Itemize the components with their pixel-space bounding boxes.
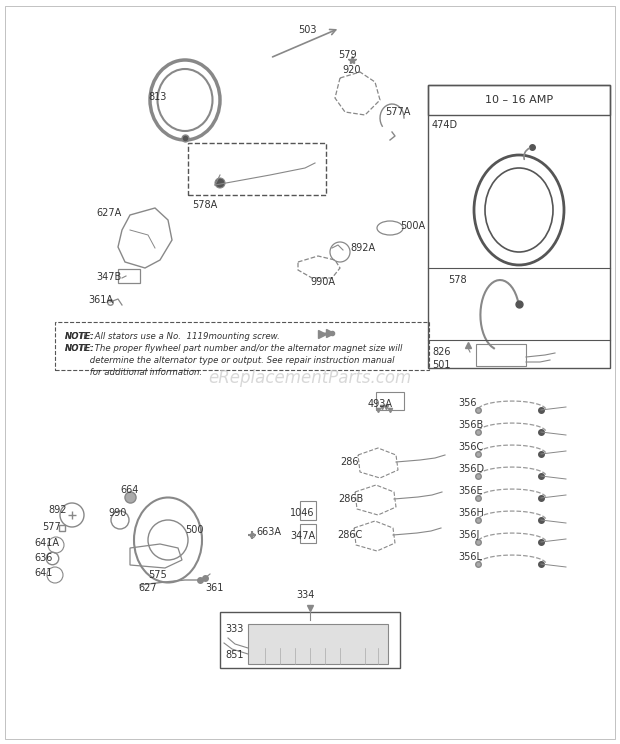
Bar bbox=[428, 85, 610, 115]
Text: 500: 500 bbox=[185, 525, 203, 535]
Text: 347A: 347A bbox=[290, 531, 315, 541]
Text: 663A: 663A bbox=[256, 527, 281, 537]
Text: 356: 356 bbox=[458, 398, 477, 408]
Text: NOTE:: NOTE: bbox=[65, 332, 95, 341]
Text: 286: 286 bbox=[340, 457, 358, 467]
Text: 333: 333 bbox=[225, 624, 244, 634]
Text: NOTE: The proper flywheel part number and/or the alternator magnet size will: NOTE: The proper flywheel part number an… bbox=[65, 344, 402, 353]
Bar bbox=[118, 269, 140, 283]
Text: 356C: 356C bbox=[458, 442, 483, 452]
Bar bbox=[376, 392, 404, 410]
Bar bbox=[55, 322, 429, 370]
Text: 990: 990 bbox=[108, 508, 126, 518]
Text: 579: 579 bbox=[338, 50, 356, 60]
Text: 575: 575 bbox=[148, 570, 167, 580]
Text: 356J: 356J bbox=[458, 530, 479, 540]
Text: 286C: 286C bbox=[337, 530, 362, 540]
Text: determine the alternator type or output. See repair instruction manual: determine the alternator type or output.… bbox=[65, 356, 394, 365]
Text: 361: 361 bbox=[205, 583, 223, 593]
Text: 356B: 356B bbox=[458, 420, 483, 430]
Text: 356L: 356L bbox=[458, 552, 482, 562]
Text: 356H: 356H bbox=[458, 508, 484, 518]
Bar bbox=[428, 85, 610, 368]
Text: 892: 892 bbox=[48, 505, 66, 515]
Circle shape bbox=[215, 178, 225, 188]
Text: 356D: 356D bbox=[458, 464, 484, 474]
Text: 813: 813 bbox=[148, 92, 166, 102]
Text: 501: 501 bbox=[432, 360, 451, 370]
Text: 641A: 641A bbox=[34, 538, 59, 548]
Text: 627: 627 bbox=[138, 583, 157, 593]
Text: 641: 641 bbox=[34, 568, 52, 578]
Bar bbox=[188, 143, 326, 195]
Text: 636: 636 bbox=[34, 553, 52, 563]
Text: 851: 851 bbox=[225, 650, 244, 660]
Text: 500A: 500A bbox=[400, 221, 425, 231]
Text: 474D: 474D bbox=[432, 120, 458, 130]
Text: 1046: 1046 bbox=[290, 508, 314, 518]
Bar bbox=[220, 612, 400, 668]
Text: 493A: 493A bbox=[368, 399, 393, 409]
Bar bbox=[300, 501, 316, 520]
Text: for additional information.: for additional information. bbox=[65, 368, 202, 377]
Text: 356E: 356E bbox=[458, 486, 482, 496]
Text: 578A: 578A bbox=[192, 200, 217, 210]
Text: 664: 664 bbox=[121, 485, 139, 495]
Text: 334: 334 bbox=[296, 590, 314, 600]
Text: 503: 503 bbox=[298, 25, 316, 35]
Text: 347B: 347B bbox=[96, 272, 122, 282]
Text: 577A: 577A bbox=[385, 107, 410, 117]
Text: 826: 826 bbox=[432, 347, 451, 357]
Text: 578: 578 bbox=[448, 275, 467, 285]
Bar bbox=[248, 624, 388, 664]
Text: 577: 577 bbox=[42, 522, 61, 532]
Text: 990A: 990A bbox=[310, 277, 335, 287]
Text: 627A: 627A bbox=[96, 208, 122, 218]
Text: 10 – 16 AMP: 10 – 16 AMP bbox=[485, 95, 553, 105]
Text: 361A: 361A bbox=[88, 295, 113, 305]
Text: NOTE:: NOTE: bbox=[65, 344, 95, 353]
Bar bbox=[300, 524, 316, 543]
Text: 920: 920 bbox=[342, 65, 360, 75]
Text: 892A: 892A bbox=[350, 243, 375, 253]
Text: NOTE: All stators use a No.  1119mounting screw.: NOTE: All stators use a No. 1119mounting… bbox=[65, 332, 280, 341]
Text: 286B: 286B bbox=[338, 494, 363, 504]
Bar bbox=[476, 344, 526, 366]
Text: eReplacementParts.com: eReplacementParts.com bbox=[208, 369, 412, 387]
